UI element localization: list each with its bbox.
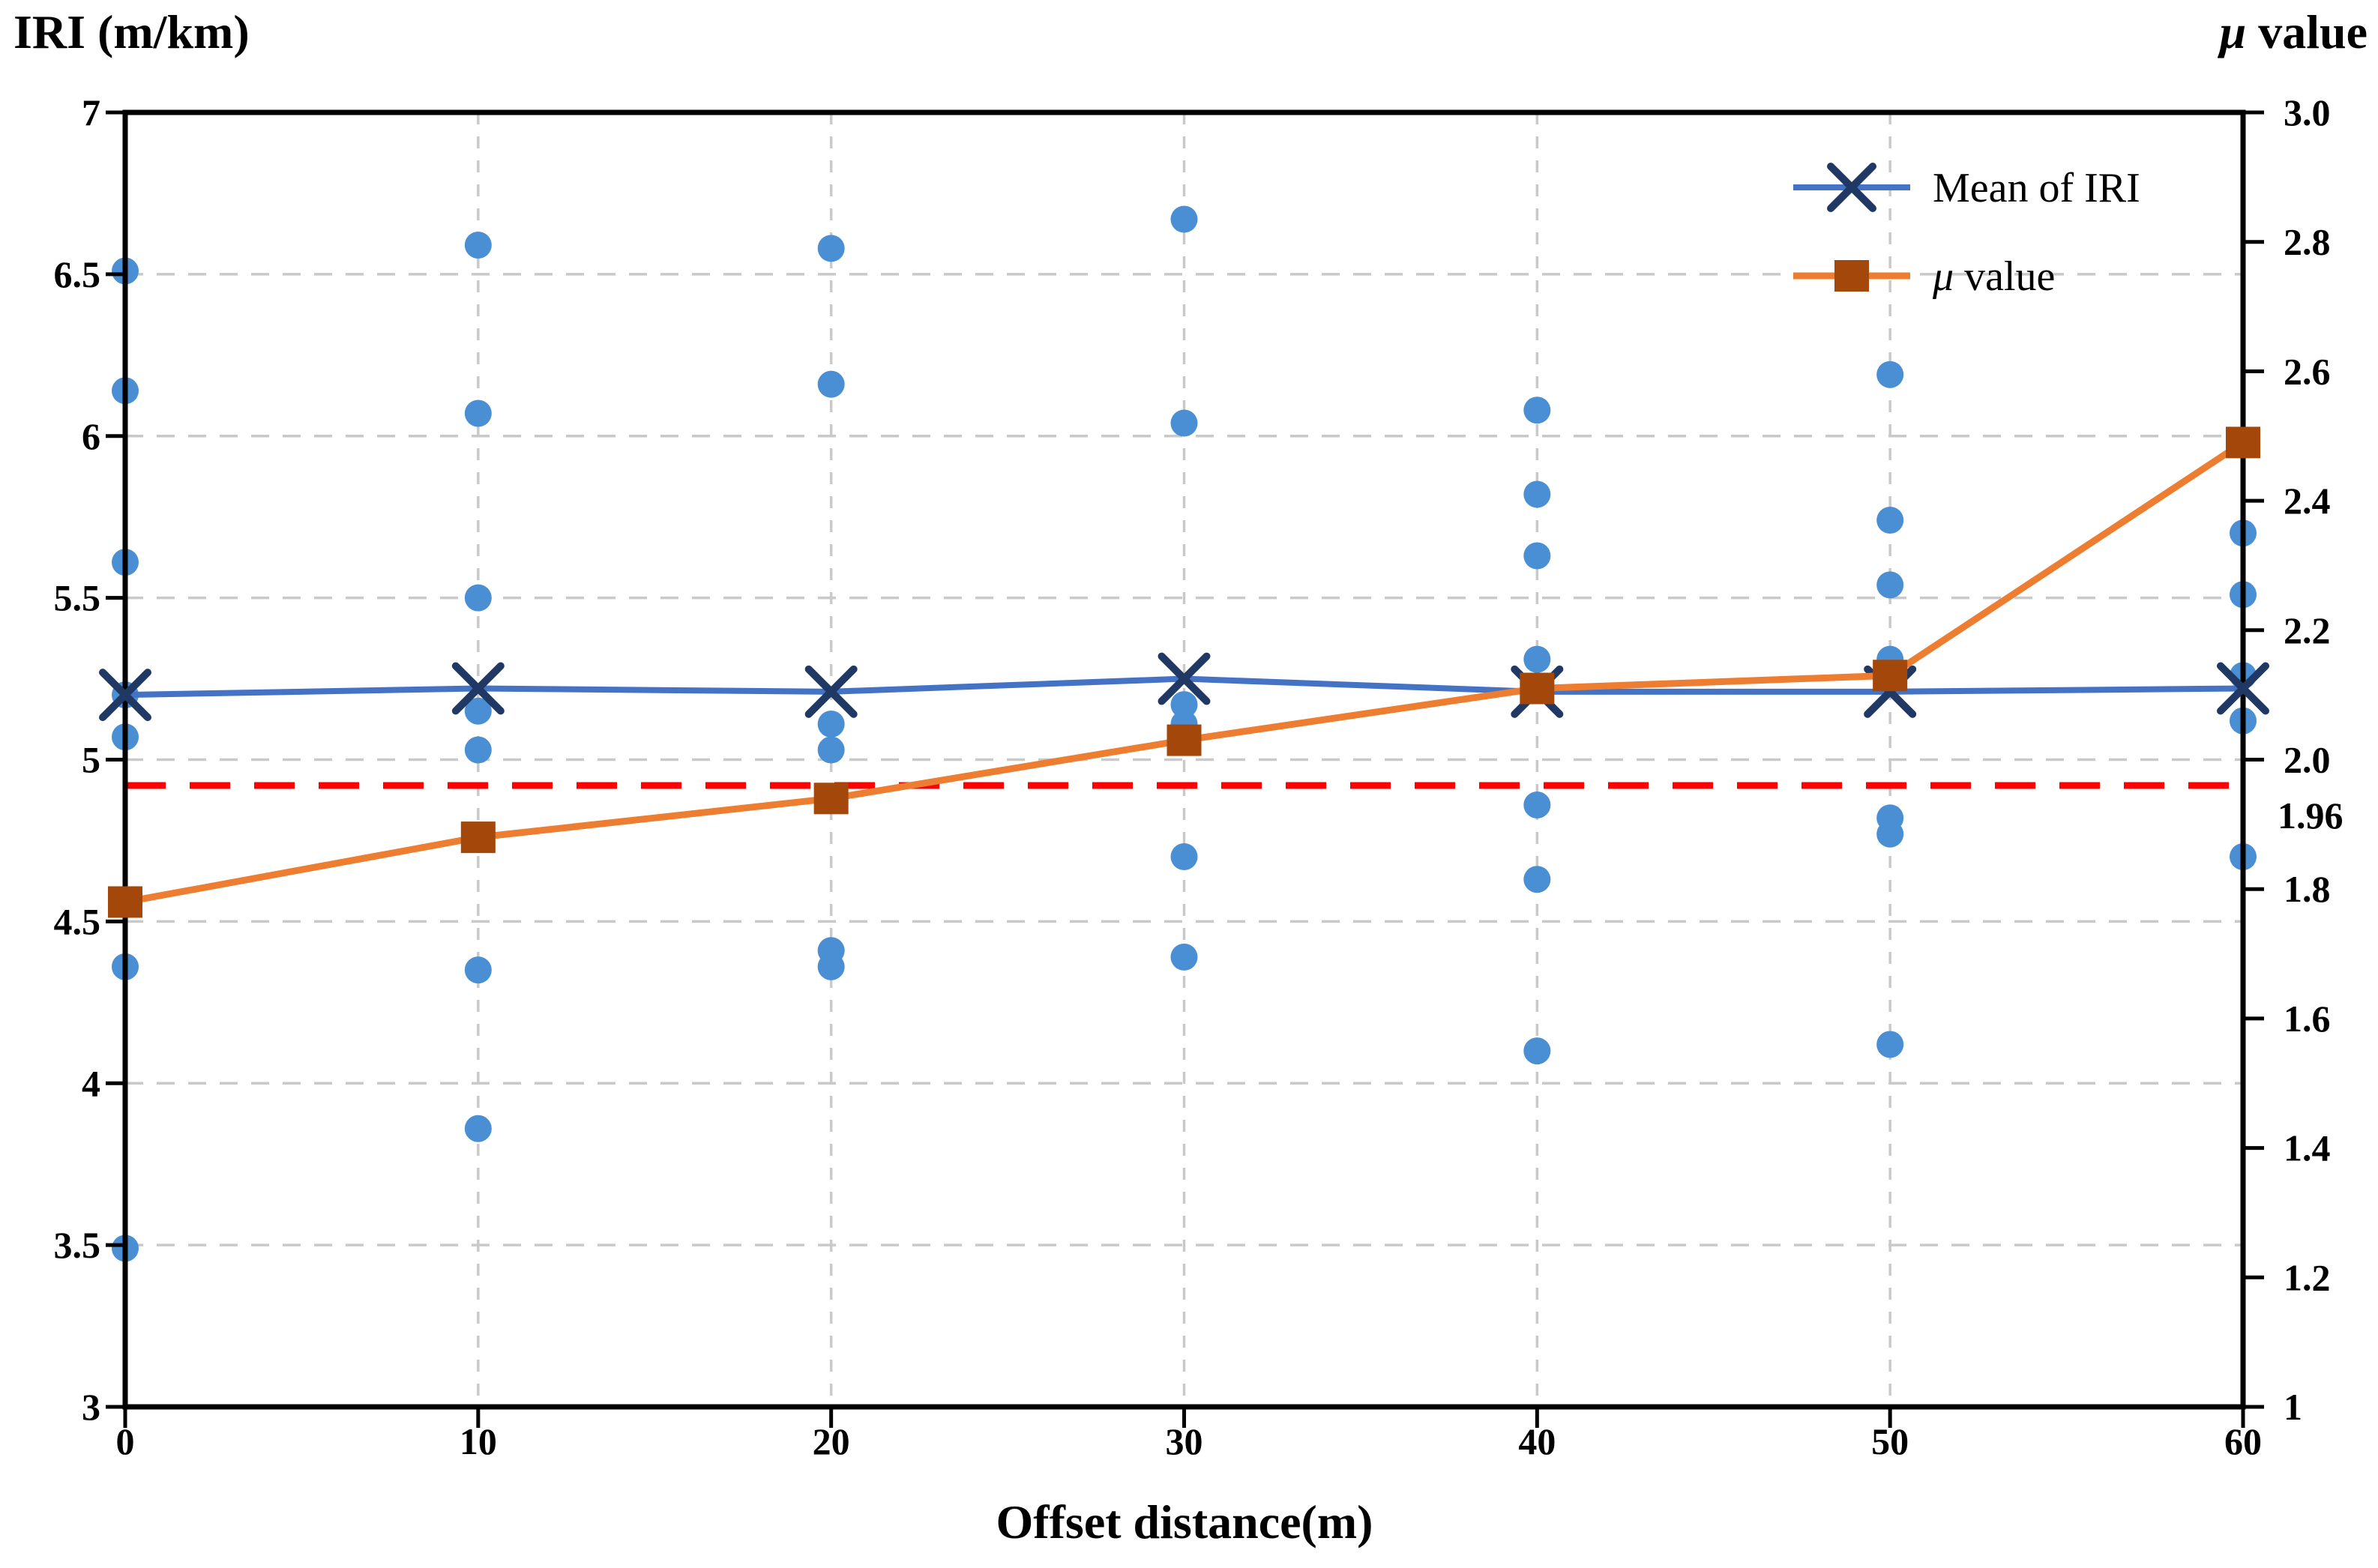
iri-scatter-point	[464, 736, 492, 764]
mu-marker-square	[2226, 426, 2260, 459]
right-axis-title: μ value	[2218, 5, 2368, 58]
right-axis-tick-label: 1	[2284, 1386, 2302, 1428]
legend-mu-square-marker	[1834, 260, 1869, 292]
mean-marker-x	[1158, 652, 1211, 705]
iri-scatter-point	[1170, 843, 1198, 871]
left-axis-tick-label: 4.5	[54, 900, 101, 942]
mu-marker-square	[1167, 724, 1202, 756]
mean-marker-x	[804, 665, 858, 718]
mu-marker-square	[1520, 672, 1555, 705]
mean-marker-x	[99, 669, 151, 722]
iri-scatter-point	[1876, 571, 1904, 599]
iri-scatter-point	[1523, 480, 1551, 508]
left-axis-tick-label: 4	[82, 1062, 100, 1104]
left-axis-tick-label: 3.5	[54, 1224, 101, 1266]
left-axis-tick-label: 5.5	[54, 577, 101, 619]
x-axis-tick-label: 40	[1518, 1420, 1556, 1462]
x-axis-tick-label: 30	[1166, 1420, 1203, 1462]
left-axis-tick-label: 6.5	[54, 253, 101, 295]
right-axis-tick-label: 2.4	[2284, 480, 2331, 522]
iri-scatter-point	[1523, 866, 1551, 893]
legend-label-mu-value: μ value	[1932, 253, 2055, 300]
iri-scatter-point	[1876, 361, 1904, 388]
iri-scatter-point	[817, 953, 845, 980]
mu-marker-square	[813, 783, 849, 815]
iri-scatter-point	[1170, 691, 1198, 719]
right-axis-tick-label: 2.6	[2284, 350, 2331, 392]
iri-scatter-point	[464, 1115, 492, 1142]
iri-scatter-point	[817, 736, 845, 764]
plot-frame-and-ticks	[106, 109, 2264, 1428]
left-axis-tick-label: 3	[82, 1386, 100, 1428]
iri-scatter-point	[464, 697, 492, 725]
mean-marker-x	[2217, 662, 2269, 715]
mean-marker-x	[451, 662, 505, 715]
right-axis-tick-label: 1.4	[2284, 1127, 2331, 1169]
iri-scatter-point	[464, 956, 492, 984]
iri-scatter-point	[1523, 396, 1551, 424]
x-axis-tick-label: 60	[2224, 1420, 2262, 1462]
iri-scatter-point	[1523, 1037, 1551, 1065]
left-axis-tick-label: 7	[82, 91, 100, 133]
mu-marker-square	[108, 886, 142, 918]
iri-scatter-point	[464, 232, 492, 259]
threshold-value-label: 1.96	[2278, 794, 2344, 836]
iri-scatter-point	[1170, 205, 1198, 233]
iri-scatter-point	[1876, 1031, 1904, 1058]
x-axis-tick-label: 50	[1871, 1420, 1909, 1462]
left-axis-tick-label: 6	[82, 415, 100, 457]
x-axis-title: Offset distance(m)	[996, 1495, 1373, 1549]
mu-value-series	[108, 426, 2260, 918]
x-axis-tick-label: 10	[460, 1420, 497, 1462]
mu-marker-square	[1873, 660, 1908, 692]
right-axis-tick-label: 1.2	[2284, 1256, 2331, 1298]
iri-scatter-point	[1523, 645, 1551, 673]
left-axis-title: IRI (m/km)	[13, 5, 250, 58]
gridlines	[125, 112, 2243, 1407]
iri-scatter-point	[1523, 542, 1551, 570]
legend: Mean of IRI μ value	[1793, 163, 2140, 300]
iri-scatter-point	[464, 584, 492, 612]
iri-scatter-point	[1876, 507, 1904, 534]
right-axis-tick-label: 2.8	[2284, 221, 2331, 263]
right-axis-tick-label: 1.6	[2284, 998, 2331, 1040]
x-axis-tick-label: 20	[813, 1420, 850, 1462]
iri-scatter-point	[464, 399, 492, 427]
legend-mean-x-marker	[1827, 163, 1876, 212]
left-axis-tick-label: 5	[82, 739, 100, 781]
iri-scatter-point	[1523, 791, 1551, 818]
iri-scatter-point	[817, 711, 845, 738]
right-axis-tick-label: 3.0	[2284, 91, 2331, 133]
right-axis-tick-label: 1.8	[2284, 868, 2331, 910]
iri-scatter-point	[817, 235, 845, 262]
legend-label-mean-of-iri: Mean of IRI	[1933, 165, 2140, 211]
mu-marker-square	[460, 821, 496, 854]
right-axis-tick-label: 2.0	[2284, 739, 2331, 781]
iri-scatter-point	[817, 370, 845, 398]
x-axis-tick-label: 0	[116, 1420, 135, 1462]
iri-scatter-point	[1876, 820, 1904, 848]
tick-labels: 7 6.5 6 5.5 5 4.5 4 3.5 3 3.0 2.8 2.6 2.4 2.2 2.0 1.8 1.…	[54, 91, 2331, 1462]
iri-scatter-point	[1170, 943, 1198, 971]
iri-scatter-point	[1170, 409, 1198, 437]
right-axis-tick-label: 2.2	[2284, 609, 2331, 651]
